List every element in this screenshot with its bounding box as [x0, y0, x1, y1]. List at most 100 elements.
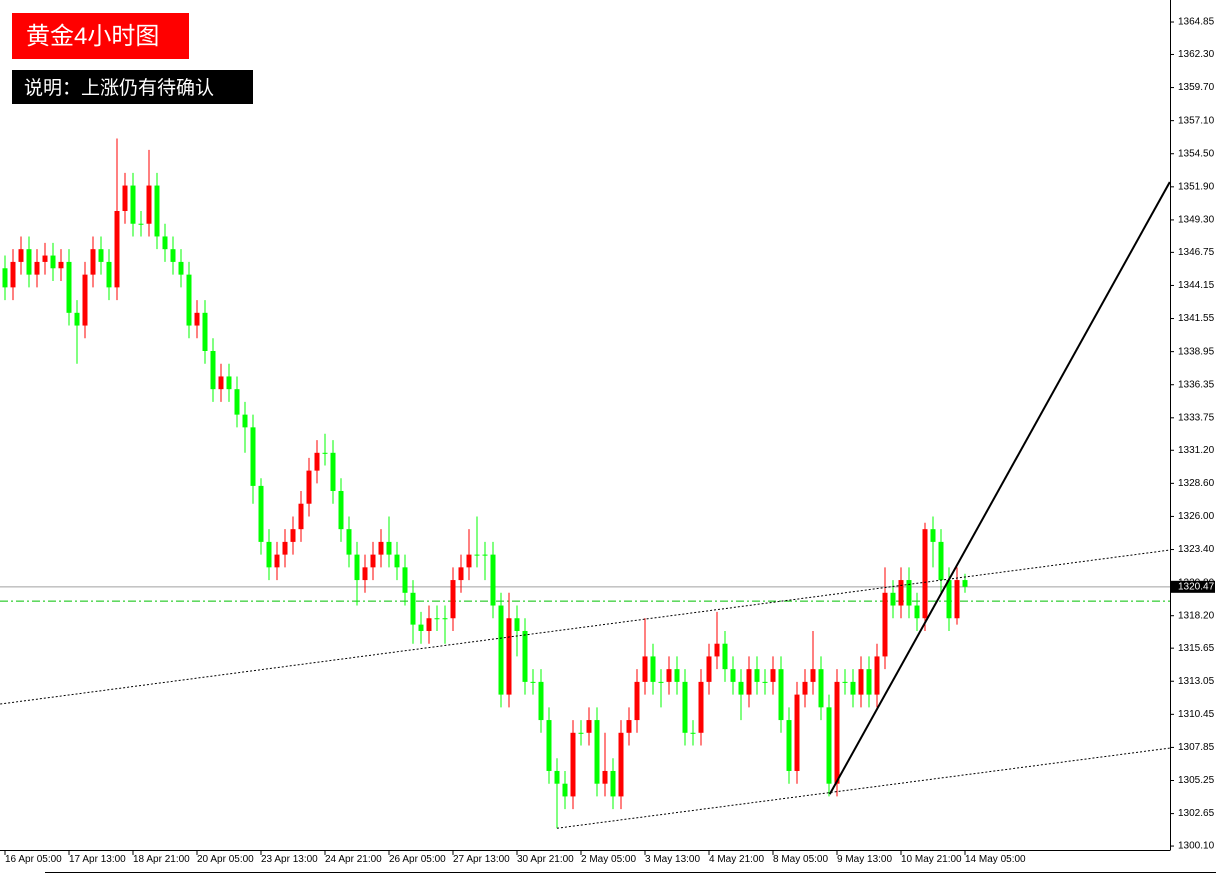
title-box [12, 13, 189, 59]
candle-body [66, 261, 72, 313]
candle-body [90, 249, 96, 275]
candle-body [122, 185, 128, 212]
candle-body [538, 681, 544, 721]
candle-body [810, 669, 816, 682]
candle-body [578, 732, 584, 734]
candle-body [818, 669, 824, 708]
x-tick-label: 9 May 13:00 [837, 854, 892, 865]
candle-body [194, 312, 200, 326]
subtitle-box [12, 70, 253, 104]
y-tick-label: 1328.60 [1178, 478, 1215, 489]
candle-body [802, 681, 808, 695]
candle-body [282, 541, 288, 555]
candle-body [450, 580, 456, 619]
candle-body [266, 541, 272, 568]
candle-body [434, 618, 440, 620]
candle-body [162, 236, 168, 250]
candle-body [218, 376, 224, 390]
candle-body [714, 643, 720, 657]
chart-subtitle: 说明：上涨仍有待确认 [24, 77, 214, 99]
candle-body [458, 567, 464, 581]
candle-body [2, 268, 8, 288]
candle-body [586, 720, 592, 733]
candle-body [170, 249, 176, 262]
candle-body [34, 261, 40, 275]
y-tick-label: 1346.75 [1178, 247, 1215, 258]
candle-body [674, 669, 680, 682]
candle-body [322, 452, 328, 454]
candle-body [778, 669, 784, 721]
candle-body [906, 580, 912, 606]
x-tick-label: 24 Apr 21:00 [325, 854, 382, 865]
x-tick-label: 8 May 05:00 [773, 854, 828, 865]
candle-body [274, 554, 280, 568]
y-tick-label: 1333.75 [1178, 412, 1215, 423]
candle-body [770, 669, 776, 682]
candle-body [98, 249, 104, 262]
y-tick-label: 1351.90 [1178, 181, 1215, 192]
candle-body [570, 732, 576, 797]
candle-body [834, 681, 840, 784]
candle-body [562, 783, 568, 797]
candle-body [506, 618, 512, 695]
candle-body [362, 567, 368, 581]
candle-body [426, 618, 432, 631]
y-tick-label: 1323.40 [1178, 544, 1215, 555]
candle-body [298, 503, 304, 530]
candle-body [226, 376, 232, 390]
candle-body [842, 681, 848, 683]
candle-body [482, 554, 488, 556]
y-tick-label: 1344.15 [1178, 280, 1215, 291]
candle-body [762, 681, 768, 683]
candle-body [938, 541, 944, 581]
x-tick-label: 26 Apr 05:00 [389, 854, 446, 865]
candle-body [258, 485, 264, 542]
candle-body [954, 580, 960, 619]
candle-body [346, 529, 352, 555]
candle-body [402, 567, 408, 593]
candle-body [410, 592, 416, 625]
candle-body [650, 656, 656, 682]
candle-body [138, 223, 144, 225]
current-price-label: 1320.47 [1178, 581, 1215, 592]
candle-body [922, 529, 928, 619]
candle-body [666, 669, 672, 682]
x-tick-label: 23 Apr 13:00 [261, 854, 318, 865]
candle-body [130, 185, 136, 224]
candle-body [314, 452, 320, 471]
chart-title: 黄金4小时图 [26, 23, 159, 50]
candle-body [418, 624, 424, 631]
y-tick-label: 1313.05 [1178, 676, 1215, 687]
candle-body [178, 261, 184, 275]
y-tick-label: 1307.85 [1178, 742, 1215, 753]
candle-body [50, 255, 56, 269]
candle-body [466, 554, 472, 568]
y-tick-label: 1336.35 [1178, 379, 1215, 390]
candle-body [914, 605, 920, 619]
candle-body [490, 554, 496, 606]
x-tick-label: 17 Apr 13:00 [69, 854, 126, 865]
candle-body [626, 720, 632, 733]
candle-body [786, 720, 792, 771]
y-tick-label: 1338.95 [1178, 346, 1215, 357]
y-tick-label: 1364.85 [1178, 17, 1215, 28]
candle-body [474, 554, 480, 556]
candle-body [522, 630, 528, 682]
x-tick-label: 16 Apr 05:00 [5, 854, 62, 865]
candle-body [890, 592, 896, 606]
candle-body [610, 770, 616, 797]
y-tick-label: 1357.10 [1178, 115, 1215, 126]
candle-body [234, 389, 240, 415]
x-tick-label: 2 May 05:00 [581, 854, 636, 865]
candle-body [738, 681, 744, 695]
x-tick-label: 20 Apr 05:00 [197, 854, 254, 865]
candle-body [794, 694, 800, 771]
candle-body [850, 681, 856, 695]
y-tick-label: 1318.20 [1178, 610, 1215, 621]
candle-body [746, 669, 752, 695]
candle-body [338, 490, 344, 530]
current-price-box [1171, 580, 1215, 593]
x-tick-label: 27 Apr 13:00 [453, 854, 510, 865]
candle-body [530, 681, 536, 683]
